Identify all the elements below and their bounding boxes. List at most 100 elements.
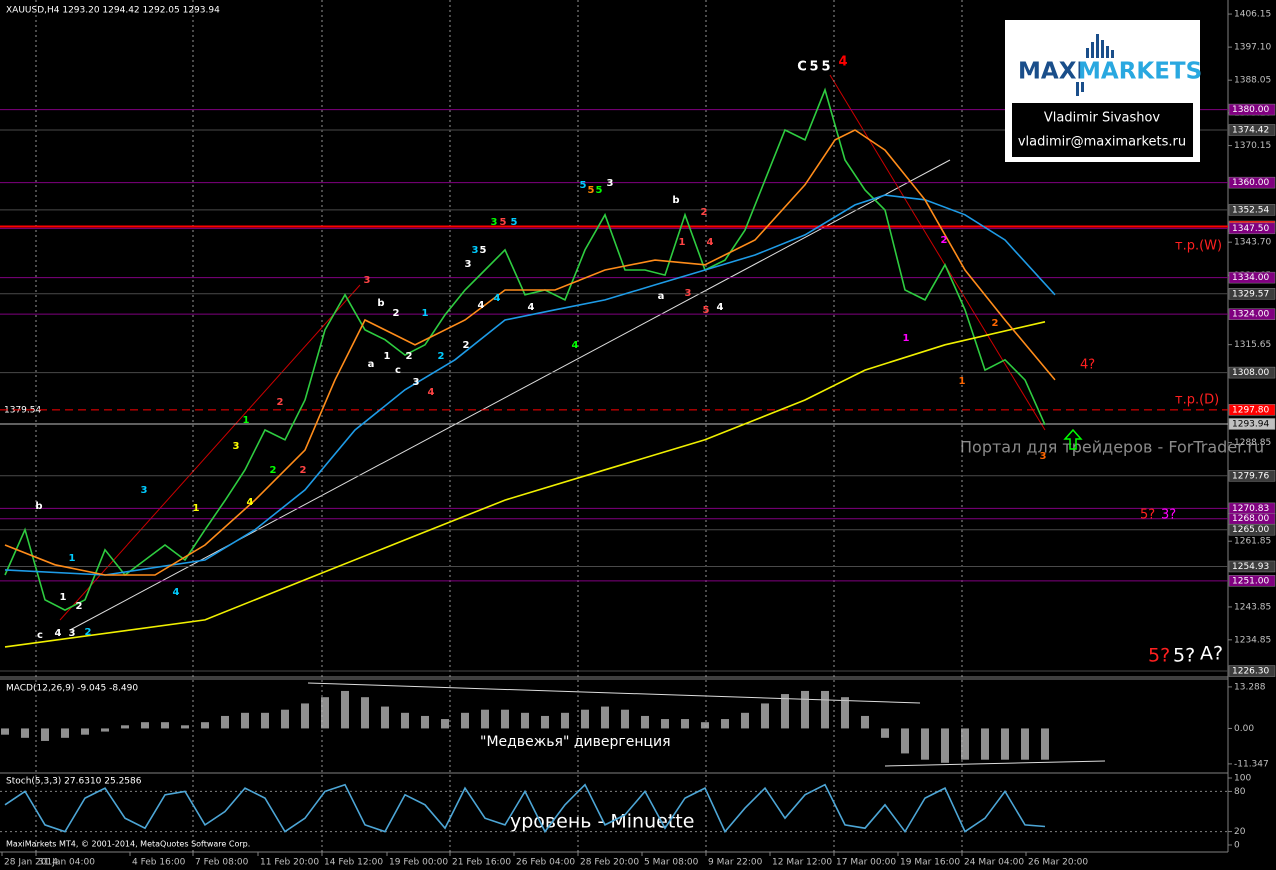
wave-label: 3 <box>233 441 240 452</box>
bar <box>261 712 269 729</box>
annotation: 5? <box>1140 508 1155 523</box>
bar <box>541 715 549 729</box>
x-tick-label: 4 Feb 16:00 <box>132 858 186 868</box>
wave-label: 4 <box>572 340 579 351</box>
level-tag <box>1228 418 1276 430</box>
logo-info-box <box>1012 103 1193 157</box>
wave-label: 1 <box>384 351 391 362</box>
bar <box>401 712 409 729</box>
bar <box>881 728 889 738</box>
series-line <box>4 321 1046 648</box>
wave-label: c <box>395 365 401 376</box>
wave-label: 1 <box>193 503 200 514</box>
logo-brand: MAXI <box>1018 59 1085 85</box>
wave-label: 2 <box>270 465 277 476</box>
y-tick-label: 1315.65 <box>1234 340 1271 350</box>
author-email: vladimir@maximarkets.ru <box>1018 135 1186 150</box>
level-label: 1360.00 <box>1232 178 1269 188</box>
level-label: 1329.57 <box>1232 289 1269 299</box>
wave-label: 3 <box>364 275 371 286</box>
level-label: 1254.93 <box>1232 562 1269 572</box>
level-label: 1270.83 <box>1232 504 1269 514</box>
level-label: 1251.00 <box>1232 576 1269 586</box>
y-tick-label: 0 <box>1234 840 1240 850</box>
trend-line <box>829 74 1046 431</box>
level-tag <box>1228 665 1276 677</box>
wave-label: 5 <box>596 185 603 196</box>
level-label: 1352.54 <box>1232 205 1269 215</box>
y-tick-label: 1370.15 <box>1234 141 1271 151</box>
y-tick-label: 100 <box>1234 774 1251 784</box>
wave-label: 2 <box>76 601 83 612</box>
wave-label: 4 <box>707 237 714 248</box>
level-label: 1374.42 <box>1232 125 1269 135</box>
level-label: 1293.94 <box>1232 419 1269 429</box>
bar <box>701 722 709 729</box>
series-line <box>4 194 1056 576</box>
x-tick-label: 11 Feb 20:00 <box>260 858 319 868</box>
level-label: 1279.76 <box>1232 471 1269 481</box>
x-tick-label: 28 Jan 2014 <box>4 858 58 868</box>
y-tick-label: 0.00 <box>1234 724 1254 734</box>
wave-label: 5 <box>703 305 710 316</box>
level-label: 1380.00 <box>1232 105 1269 115</box>
bar <box>921 728 929 760</box>
bar <box>821 690 829 729</box>
bar <box>101 728 109 732</box>
wave-label: c <box>37 630 43 641</box>
y-tick-label: 1243.85 <box>1234 602 1271 612</box>
wave-label: 2 <box>992 318 999 329</box>
wave-label: 1 <box>69 553 76 564</box>
divergence-line <box>307 682 921 704</box>
wave-label: 3 <box>685 288 692 299</box>
bar <box>181 725 189 729</box>
annotation: 3? <box>1161 508 1176 523</box>
level-tag <box>1228 470 1276 482</box>
wave-label: b <box>377 298 384 309</box>
wave-label: 4 <box>428 387 435 398</box>
wave-label: 2 <box>406 351 413 362</box>
footer: MaxiMarkets MT4, © 2001-2014, MetaQuotes… <box>6 840 250 849</box>
bar <box>521 712 529 729</box>
wave-label: 1 <box>679 237 686 248</box>
wave-label: 4 <box>838 55 847 70</box>
x-tick-label: 12 Mar 12:00 <box>772 858 832 868</box>
y-tick-label: 1397.10 <box>1234 43 1271 53</box>
wave-label: 4 <box>528 302 535 313</box>
trend-line <box>59 284 361 621</box>
annotation: 5? <box>1148 645 1170 667</box>
bar <box>161 722 169 729</box>
x-tick-label: 5 Mar 08:00 <box>644 858 699 868</box>
wave-label: b <box>35 501 42 512</box>
bar <box>341 690 349 729</box>
annotation: т.р.(D) <box>1175 393 1219 408</box>
wave-label: 5 <box>821 60 830 75</box>
bar <box>1041 728 1049 760</box>
wave-label: a <box>368 359 375 370</box>
wave-label: 2 <box>393 308 400 319</box>
level-label: 1226.30 <box>1232 667 1269 677</box>
wave-label: 3 <box>69 628 76 639</box>
level-tag <box>1228 560 1276 573</box>
level-tag <box>1228 575 1276 587</box>
bar <box>81 728 89 735</box>
wave-label: 2 <box>463 340 470 351</box>
wave-label: 2 <box>941 235 948 246</box>
x-tick-label: 28 Feb 20:00 <box>580 858 639 868</box>
level-tag <box>1228 271 1276 284</box>
level-tag <box>1228 124 1276 136</box>
wave-label: 1 <box>422 308 429 319</box>
wave-label: 4 <box>717 302 724 313</box>
annotation: 4? <box>1080 358 1095 373</box>
panel-title: MACD(12,26,9) -9.045 -8.490 <box>6 684 138 694</box>
y-tick-label: 20 <box>1234 827 1246 837</box>
bar <box>321 697 329 729</box>
wave-label: 4 <box>247 497 254 508</box>
x-tick-label: 7 Feb 08:00 <box>195 858 249 868</box>
wave-label: 3 <box>141 485 148 496</box>
bar <box>601 706 609 729</box>
wave-label: 3 <box>1040 451 1047 462</box>
y-tick-label: 1261.85 <box>1234 537 1271 547</box>
y-tick-label: 1388.05 <box>1234 76 1271 86</box>
